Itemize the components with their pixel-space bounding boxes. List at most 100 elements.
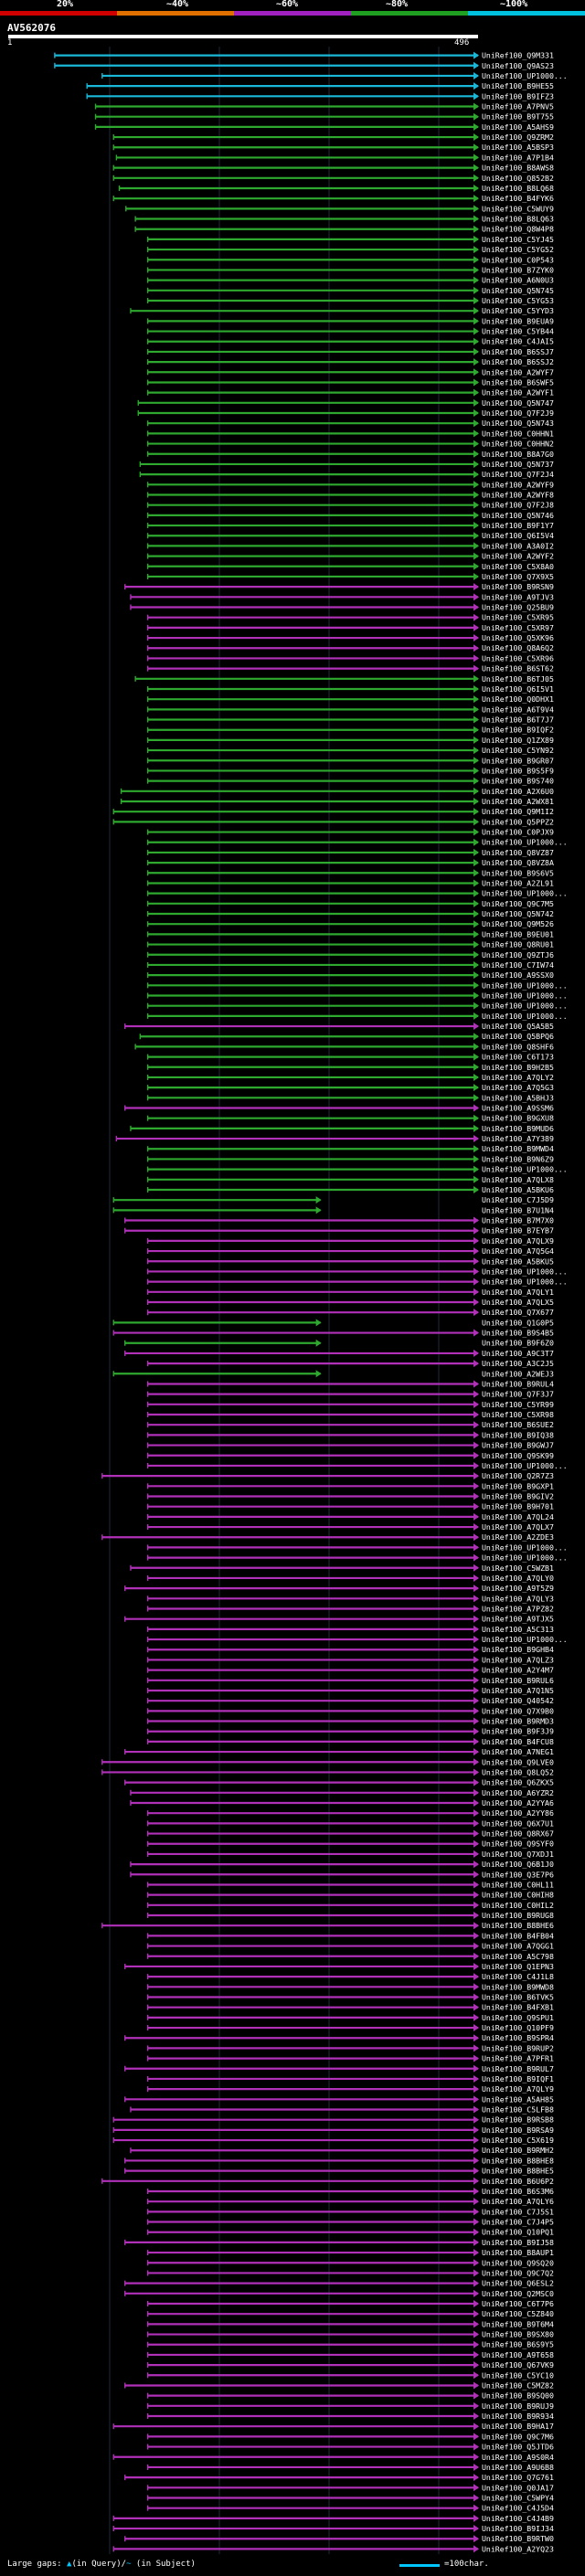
hit-row[interactable]: UniRef100_A9TJV3 (130, 592, 554, 601)
hit-label[interactable]: UniRef100_C0HIH8 (482, 1891, 554, 1900)
hit-label[interactable]: UniRef100_A7Q5G4 (482, 1246, 554, 1256)
hit-row[interactable]: UniRef100_C5X8A0 (146, 562, 554, 571)
hit-row[interactable]: UniRef100_Q5N742 (146, 909, 554, 918)
hit-label[interactable]: UniRef100_Q8A6Q2 (482, 643, 554, 652)
hit-row[interactable]: UniRef100_Q8VZ8A (146, 858, 554, 867)
hit-row[interactable]: UniRef100_Q40542 (146, 1696, 554, 1705)
hit-label[interactable]: UniRef100_B9T6M4 (482, 2319, 554, 2328)
hit-label[interactable]: UniRef100_A7QLZ3 (482, 1655, 554, 1664)
hit-row[interactable]: UniRef100_B9IQF1 (146, 2074, 554, 2083)
hit-label[interactable]: UniRef100_B9RUL6 (482, 1676, 554, 1685)
hit-row[interactable]: UniRef100_Q0JA17 (146, 2483, 554, 2492)
hit-row[interactable]: UniRef100_A5BSP3 (112, 143, 554, 152)
hit-row[interactable]: UniRef100_B9RUL6 (146, 1676, 554, 1685)
hit-label[interactable]: UniRef100_B9RUJ9 (482, 2401, 554, 2411)
hit-row[interactable]: UniRef100_B9EUA9 (146, 316, 554, 325)
hit-label[interactable]: UniRef100_B9GXU8 (482, 1114, 554, 1123)
hit-label[interactable]: UniRef100_A7QLX9 (482, 1236, 554, 1246)
hit-label[interactable]: UniRef100_Q9SPU1 (482, 2013, 554, 2022)
hit-row[interactable]: UniRef100_B8A7G0 (146, 450, 554, 459)
hit-label[interactable]: UniRef100_A7P1B4 (482, 153, 554, 162)
hit-label[interactable]: UniRef100_B8AWS8 (482, 164, 554, 173)
hit-row[interactable]: UniRef100_A2WYF2 (146, 552, 554, 561)
hit-label[interactable]: UniRef100_B7EYB7 (482, 1226, 554, 1235)
hit-row[interactable]: UniRef100_A5BKU5 (146, 1256, 554, 1266)
hit-row[interactable]: UniRef100_Q5A5B5 (124, 1022, 554, 1031)
hit-label[interactable]: UniRef100_Q5N743 (482, 419, 554, 428)
hit-label[interactable]: UniRef100_B6SWF5 (482, 377, 554, 387)
hit-label[interactable]: UniRef100_A7QLX7 (482, 1522, 554, 1532)
hit-row[interactable]: UniRef100_B9IJ58 (124, 2238, 554, 2247)
hit-row[interactable]: UniRef100_C7J5D9 (112, 1195, 554, 1204)
hit-label[interactable]: UniRef100_A7Q1N5 (482, 1686, 554, 1695)
hit-label[interactable]: UniRef100_A9S0R4 (482, 2453, 554, 2462)
hit-label[interactable]: UniRef100_A7QLY1 (482, 1288, 554, 1297)
hit-row[interactable]: UniRef100_A7QL24 (146, 1512, 554, 1521)
hit-row[interactable]: UniRef100_B9T755 (94, 112, 554, 122)
hit-label[interactable]: UniRef100_Q5A5B5 (482, 1022, 554, 1031)
hit-label[interactable]: UniRef100_Q2MSC0 (482, 2289, 554, 2298)
hit-row[interactable]: UniRef100_A7PNV5 (94, 102, 554, 111)
hit-row[interactable]: UniRef100_B9H2B5 (146, 1063, 554, 1072)
hit-label[interactable]: UniRef100_C6T7P6 (482, 2299, 554, 2308)
hit-label[interactable]: UniRef100_Q7F3J7 (482, 1390, 554, 1399)
hit-label[interactable]: UniRef100_C5WPY4 (482, 2493, 554, 2502)
hit-label[interactable]: UniRef100_A2WYF7 (482, 367, 554, 376)
hit-row[interactable]: UniRef100_C5XR97 (146, 623, 554, 632)
hit-label[interactable]: UniRef100_A7QLX5 (482, 1298, 554, 1307)
hit-label[interactable]: UniRef100_Q8VZ8A (482, 858, 554, 867)
hit-label[interactable]: UniRef100_UP1000... (482, 1012, 568, 1021)
hit-label[interactable]: UniRef100_A5BHJ3 (482, 1093, 554, 1102)
hit-row[interactable]: UniRef100_B9SPR4 (124, 2033, 554, 2042)
hit-row[interactable]: UniRef100_Q6B1J0 (130, 1860, 554, 1869)
hit-label[interactable]: UniRef100_A2YYA6 (482, 1798, 554, 1807)
hit-label[interactable]: UniRef100_C0HL11 (482, 1880, 554, 1889)
hit-label[interactable]: UniRef100_C5YYD3 (482, 306, 554, 315)
hit-row[interactable]: UniRef100_B9GXU8 (146, 1114, 554, 1123)
hit-label[interactable]: UniRef100_A7Y389 (482, 1134, 554, 1143)
hit-label[interactable]: UniRef100_UP1000... (482, 1267, 568, 1276)
hit-row[interactable]: UniRef100_Q9M1I2 (112, 807, 554, 816)
hit-row[interactable]: UniRef100_A7Q1N5 (146, 1686, 554, 1695)
hit-label[interactable]: UniRef100_A7QLY3 (482, 1594, 554, 1603)
hit-row[interactable]: UniRef100_Q7F2J8 (146, 501, 554, 510)
hit-row[interactable]: UniRef100_A9T5Z9 (124, 1584, 554, 1593)
hit-row[interactable]: UniRef100_C5XR95 (146, 613, 554, 622)
hit-row[interactable]: UniRef100_B9RMH2 (130, 2146, 554, 2155)
hit-row[interactable]: UniRef100_A5BHJ3 (146, 1093, 554, 1102)
hit-label[interactable]: UniRef100_Q8RX67 (482, 1829, 554, 1839)
hit-row[interactable]: UniRef100_B9SQ00 (146, 2391, 554, 2401)
hit-label[interactable]: UniRef100_B9S6V5 (482, 868, 554, 877)
hit-row[interactable]: UniRef100_Q9ZTJ6 (146, 950, 554, 959)
hit-row[interactable]: UniRef100_Q10PQ1 (146, 2228, 554, 2237)
hit-row[interactable]: UniRef100_C5Z840 (146, 2309, 554, 2318)
hit-label[interactable]: UniRef100_Q8VZ87 (482, 848, 554, 857)
hit-row[interactable]: UniRef100_UP1000... (146, 981, 568, 990)
hit-label[interactable]: UniRef100_A7PZ82 (482, 1605, 554, 1614)
hit-row[interactable]: UniRef100_Q1ZX89 (146, 736, 554, 745)
hit-label[interactable]: UniRef100_B8BHE5 (482, 2167, 554, 2176)
hit-label[interactable]: UniRef100_Q5N745 (482, 286, 554, 295)
hit-label[interactable]: UniRef100_B6U6P2 (482, 2177, 554, 2186)
hit-row[interactable]: UniRef100_C0HIH8 (146, 1891, 554, 1900)
hit-label[interactable]: UniRef100_B9H2B5 (482, 1063, 554, 1072)
hit-row[interactable]: UniRef100_B9H701 (146, 1502, 554, 1511)
hit-row[interactable]: UniRef100_B6TJ05 (134, 674, 554, 684)
hit-row[interactable]: UniRef100_Q9C7Q2 (146, 2268, 554, 2277)
hit-row[interactable]: UniRef100_B7ZYK0 (146, 265, 554, 274)
hit-row[interactable]: UniRef100_B6T7J7 (146, 716, 554, 725)
hit-label[interactable]: UniRef100_UP1000... (482, 1553, 568, 1563)
hit-row[interactable]: UniRef100_A7NEG1 (124, 1747, 554, 1756)
hit-row[interactable]: UniRef100_Q9SK99 (146, 1451, 554, 1460)
hit-label[interactable]: UniRef100_A5C313 (482, 1625, 554, 1634)
hit-label[interactable]: UniRef100_A2Y4M7 (482, 1666, 554, 1675)
hit-row[interactable]: UniRef100_B7M7X0 (124, 1216, 554, 1225)
hit-row[interactable]: UniRef100_B9HE55 (86, 81, 554, 90)
hit-label[interactable]: UniRef100_C4J4B9 (482, 2514, 554, 2523)
hit-row[interactable]: UniRef100_C5YB44 (146, 327, 554, 336)
hit-label[interactable]: UniRef100_A7QLY0 (482, 1574, 554, 1583)
hit-row[interactable]: UniRef100_B7U1N4 (112, 1205, 554, 1214)
hit-label[interactable]: UniRef100_Q7G761 (482, 2473, 554, 2482)
hit-row[interactable]: UniRef100_Q9AS23 (54, 61, 554, 70)
hit-row[interactable]: UniRef100_C0P543 (146, 255, 554, 264)
